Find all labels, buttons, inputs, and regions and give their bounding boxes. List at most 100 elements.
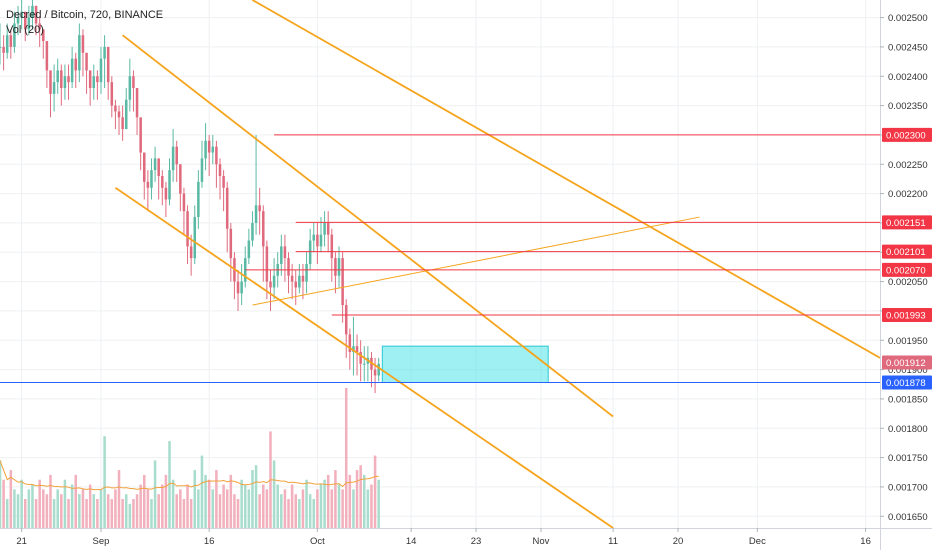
volume-bar bbox=[254, 465, 258, 528]
volume-bar bbox=[56, 489, 59, 528]
level-badge: 0.002070 bbox=[886, 265, 926, 276]
volume-bar bbox=[258, 494, 261, 528]
price-tick-label: 0.002200 bbox=[888, 189, 928, 200]
candle-body bbox=[373, 369, 377, 376]
candle-body bbox=[157, 158, 160, 176]
volume-bar bbox=[218, 494, 222, 528]
volume-bar bbox=[60, 494, 63, 528]
volume-bar bbox=[316, 489, 319, 528]
time-tick-label: 21 bbox=[16, 536, 27, 547]
volume-bar bbox=[229, 474, 233, 528]
price-tick-label: 0.002500 bbox=[888, 13, 928, 24]
price-tick-label: 0.001650 bbox=[888, 512, 928, 523]
volume-bar bbox=[121, 499, 124, 528]
price-tick-label: 0.002400 bbox=[888, 72, 928, 83]
candle-body bbox=[9, 35, 13, 47]
volume-bar bbox=[27, 489, 31, 528]
candle-body bbox=[308, 240, 312, 264]
candle-body bbox=[146, 181, 150, 188]
volume-bar bbox=[243, 484, 247, 528]
candle-body bbox=[207, 140, 211, 153]
candle-body bbox=[247, 240, 251, 259]
volume-bar bbox=[132, 499, 135, 528]
volume-bar bbox=[236, 499, 240, 528]
candle-body bbox=[153, 158, 157, 171]
time-tick-label: Oct bbox=[310, 536, 325, 547]
time-tick-label: 20 bbox=[673, 536, 684, 547]
volume-bar bbox=[225, 489, 229, 528]
volume-bar bbox=[366, 489, 370, 528]
price-tick-label: 0.002450 bbox=[888, 42, 928, 53]
candle-body bbox=[5, 35, 9, 53]
volume-bar bbox=[207, 479, 211, 528]
trend-line bbox=[122, 34, 614, 418]
volume-bar bbox=[233, 494, 236, 528]
volume-bar bbox=[20, 479, 23, 528]
volume-bar bbox=[290, 484, 294, 528]
volume-bar bbox=[38, 479, 41, 528]
candle-body bbox=[27, 17, 31, 30]
volume-bar bbox=[330, 489, 334, 528]
candle-body bbox=[182, 193, 186, 212]
level-badge-bg bbox=[882, 244, 932, 259]
candle-body bbox=[280, 246, 283, 264]
candle-body bbox=[99, 58, 103, 83]
volume-bar bbox=[42, 489, 45, 528]
volume-bar bbox=[103, 436, 106, 528]
candle-body bbox=[96, 76, 99, 83]
volume-bar bbox=[334, 470, 337, 528]
level-badge-bg bbox=[882, 375, 932, 390]
price-tick-label: 0.001750 bbox=[888, 453, 928, 464]
price-tick-label: 0.002250 bbox=[888, 160, 928, 171]
volume-bar bbox=[344, 388, 348, 528]
candle-body bbox=[78, 35, 81, 71]
candle-body bbox=[283, 246, 287, 259]
volume-bar bbox=[319, 484, 323, 528]
volume-bar bbox=[45, 494, 49, 528]
volume-bar bbox=[171, 479, 175, 528]
candle-body bbox=[348, 334, 352, 352]
candle-body bbox=[42, 29, 45, 42]
candle-body bbox=[175, 146, 178, 165]
candle-body bbox=[269, 281, 272, 288]
grid bbox=[0, 0, 880, 528]
volume-bar bbox=[337, 484, 341, 528]
volume-bar bbox=[157, 494, 160, 528]
candle-body bbox=[337, 258, 341, 276]
candle-body bbox=[229, 228, 233, 259]
candle-body bbox=[323, 222, 326, 235]
price-tick-label: 0.001850 bbox=[888, 394, 928, 405]
level-badge-bg bbox=[882, 215, 932, 230]
candle-body bbox=[143, 152, 146, 182]
candle-body bbox=[344, 305, 348, 335]
level-badge-bg bbox=[882, 262, 932, 277]
volume-bar bbox=[341, 489, 344, 528]
candle-body bbox=[128, 76, 132, 100]
candle-body bbox=[211, 146, 215, 153]
candle-body bbox=[258, 205, 261, 212]
volume-bar bbox=[355, 470, 359, 528]
legend-volume: Vol (20) bbox=[6, 24, 44, 36]
candle-body bbox=[34, 5, 38, 24]
volume-bar bbox=[287, 499, 290, 528]
volume-bar bbox=[13, 489, 16, 528]
time-tick-label: 16 bbox=[204, 536, 215, 547]
time-tick-label: Nov bbox=[533, 536, 550, 547]
candle-body bbox=[110, 82, 114, 106]
level-badge-bg bbox=[882, 127, 932, 142]
volume-bar bbox=[99, 489, 103, 528]
volume-bar bbox=[139, 484, 142, 528]
volume-bar bbox=[146, 489, 150, 528]
candle-body bbox=[218, 164, 222, 176]
candle-body bbox=[56, 70, 59, 83]
candle-body bbox=[334, 258, 337, 276]
candle-body bbox=[135, 88, 139, 118]
time-tick-label: Dec bbox=[749, 536, 766, 547]
candle-body bbox=[359, 352, 362, 364]
candle-body bbox=[341, 258, 344, 306]
volume-bar bbox=[348, 474, 352, 528]
volume-bar bbox=[326, 474, 330, 528]
volume-bar bbox=[363, 474, 366, 528]
volume-bar bbox=[189, 499, 193, 528]
